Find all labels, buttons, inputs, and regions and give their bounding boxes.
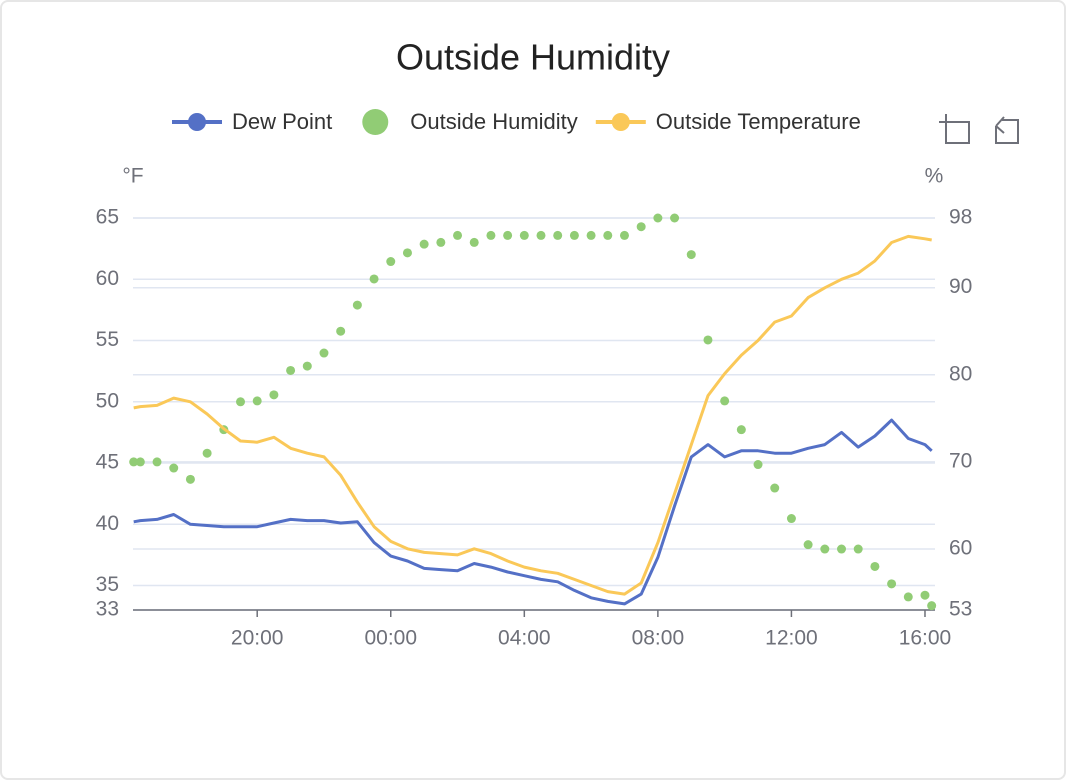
humidity-dot bbox=[569, 230, 579, 240]
humidity-dot bbox=[887, 579, 897, 589]
legend-item[interactable]: Outside Humidity bbox=[362, 109, 578, 135]
humidity-dot bbox=[453, 230, 463, 240]
legend: Dew Point Outside Humidity Outside Tempera… bbox=[172, 109, 861, 135]
y2-tick-label: 80 bbox=[949, 362, 972, 385]
legend-label: Outside Temperature bbox=[656, 109, 861, 134]
humidity-dot bbox=[820, 544, 830, 554]
y-tick-label: 55 bbox=[96, 328, 119, 351]
humidity-dot bbox=[586, 230, 596, 240]
humidity-dot bbox=[720, 396, 730, 406]
zoom-icon[interactable] bbox=[939, 114, 970, 144]
humidity-dot bbox=[920, 590, 930, 600]
humidity-dot bbox=[670, 213, 680, 223]
toolbox bbox=[939, 114, 1019, 144]
humidity-dot bbox=[853, 544, 863, 554]
humidity-dot bbox=[169, 463, 179, 473]
humidity-dot bbox=[369, 274, 379, 284]
legend-symbol bbox=[188, 113, 206, 131]
humidity-dot bbox=[837, 544, 847, 554]
humidity-dot bbox=[129, 457, 139, 467]
x-tick-label: 08:00 bbox=[632, 627, 685, 650]
y2-tick-label: 98 bbox=[949, 206, 972, 229]
y-tick-label: 40 bbox=[96, 512, 119, 535]
y2-tick-label: 90 bbox=[949, 275, 972, 298]
humidity-dot bbox=[436, 237, 446, 247]
humidity-dot bbox=[536, 230, 546, 240]
humidity-dot bbox=[152, 457, 162, 467]
humidity-dot bbox=[352, 300, 362, 310]
humidity-dot bbox=[553, 230, 563, 240]
humidity-dot bbox=[870, 561, 880, 571]
y2-tick-label: 60 bbox=[949, 537, 972, 560]
y2-tick-label: 53 bbox=[949, 598, 972, 621]
y-tick-label: 35 bbox=[96, 573, 119, 596]
humidity-dot bbox=[469, 237, 479, 247]
legend-item[interactable]: Outside Temperature bbox=[595, 109, 861, 134]
legend-label: Dew Point bbox=[232, 109, 332, 134]
humidity-dot bbox=[927, 601, 937, 611]
chart-title: Outside Humidity bbox=[396, 37, 670, 78]
x-tick-label: 16:00 bbox=[899, 627, 952, 650]
y-tick-label: 45 bbox=[96, 451, 119, 474]
x-tick-label: 20:00 bbox=[231, 627, 284, 650]
x-tick-label: 04:00 bbox=[498, 627, 551, 650]
series-line bbox=[133, 418, 933, 606]
x-tick-label: 00:00 bbox=[364, 627, 417, 650]
humidity-dot bbox=[803, 540, 813, 550]
y-tick-label: 33 bbox=[96, 598, 119, 621]
legend-symbol bbox=[362, 109, 389, 135]
humidity-dot bbox=[202, 448, 212, 458]
humidity-dot bbox=[269, 390, 279, 400]
x-tick-label: 12:00 bbox=[765, 627, 818, 650]
humidity-dot bbox=[753, 460, 763, 470]
humidity-dot bbox=[402, 248, 412, 258]
legend-label: Outside Humidity bbox=[410, 109, 578, 134]
humidity-dot bbox=[770, 483, 780, 493]
humidity-dot bbox=[703, 335, 713, 345]
y-tick-label: 60 bbox=[96, 267, 119, 290]
y2-axis-label: % bbox=[925, 165, 944, 188]
humidity-dot bbox=[419, 239, 429, 249]
humidity-dot bbox=[503, 230, 513, 240]
humidity-dot bbox=[736, 425, 746, 435]
humidity-dot bbox=[686, 250, 696, 260]
y-axis-label: °F bbox=[122, 165, 143, 188]
series-line bbox=[133, 234, 932, 596]
humidity-dot bbox=[486, 230, 496, 240]
humidity-dot bbox=[386, 257, 396, 267]
restore-icon[interactable] bbox=[995, 116, 1019, 144]
humidity-dot bbox=[603, 230, 613, 240]
humidity-dot bbox=[786, 514, 796, 524]
humidity-dot bbox=[286, 365, 296, 375]
humidity-dot bbox=[302, 361, 312, 371]
y-tick-label: 50 bbox=[96, 389, 119, 412]
humidity-dot bbox=[336, 326, 346, 336]
humidity-dot bbox=[653, 213, 663, 223]
y2-tick-label: 70 bbox=[949, 449, 972, 472]
humidity-dot bbox=[636, 222, 646, 232]
legend-item[interactable]: Dew Point bbox=[172, 109, 332, 134]
humidity-dot bbox=[185, 474, 195, 484]
humidity-dot bbox=[236, 397, 246, 407]
humidity-dot bbox=[319, 348, 329, 358]
humidity-dot bbox=[903, 592, 913, 602]
humidity-dot bbox=[619, 230, 629, 240]
humidity-dot bbox=[252, 396, 262, 406]
humidity-dot bbox=[519, 230, 529, 240]
legend-symbol bbox=[611, 113, 630, 131]
humidity-dot bbox=[135, 457, 145, 467]
y-tick-label: 65 bbox=[96, 206, 119, 229]
